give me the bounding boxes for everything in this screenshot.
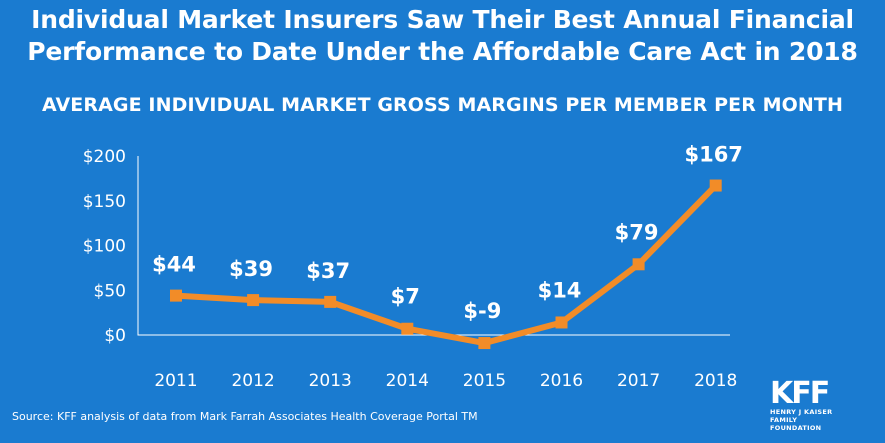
data-point (555, 316, 568, 329)
data-label: $167 (684, 143, 742, 167)
x-tick-label: 2018 (694, 371, 737, 391)
data-point (478, 337, 491, 350)
data-point (170, 289, 182, 302)
data-label: $44 (152, 253, 196, 277)
data-label: $-9 (463, 299, 501, 323)
data-point (247, 294, 260, 307)
kff-logo: KFF HENRY J KAISER FAMILY FOUNDATION (770, 376, 840, 433)
title-line-1: Individual Market Insurers Saw Their Bes… (31, 5, 854, 34)
data-label: $7 (391, 285, 420, 309)
data-label: $39 (229, 257, 273, 281)
data-point (632, 258, 645, 271)
x-tick-label: 2016 (540, 371, 583, 391)
title-line-2: Performance to Date Under the Affordable… (27, 37, 858, 66)
x-tick-label: 2014 (386, 371, 429, 391)
x-tick-label: 2017 (617, 371, 660, 391)
series-line (173, 182, 719, 347)
data-point (324, 295, 337, 308)
y-tick-label: $150 (83, 192, 126, 212)
x-tick-label: 2011 (154, 371, 197, 391)
data-point (709, 179, 722, 192)
y-tick-label: $100 (83, 237, 126, 257)
data-label: $14 (538, 278, 582, 302)
x-tick-label: 2012 (231, 371, 274, 391)
chart-title: Individual Market Insurers Saw Their Bes… (0, 4, 885, 68)
y-tick-label: $200 (83, 147, 126, 167)
chart-subtitle: AVERAGE INDIVIDUAL MARKET GROSS MARGINS … (41, 94, 843, 116)
logo-wordmark: KFF (770, 376, 830, 411)
y-tick-label: $0 (104, 326, 126, 346)
y-tick-label: $50 (94, 281, 126, 301)
x-tick-label: 2015 (463, 371, 506, 391)
data-point (401, 322, 414, 335)
x-tick-label: 2013 (309, 371, 352, 391)
data-label: $79 (615, 220, 659, 244)
logo-subtext-1: HENRY J KAISER (770, 408, 833, 416)
logo-subtext-2: FAMILY FOUNDATION (770, 416, 822, 432)
data-label: $37 (306, 259, 350, 283)
source-note: Source: KFF analysis of data from Mark F… (12, 410, 478, 423)
